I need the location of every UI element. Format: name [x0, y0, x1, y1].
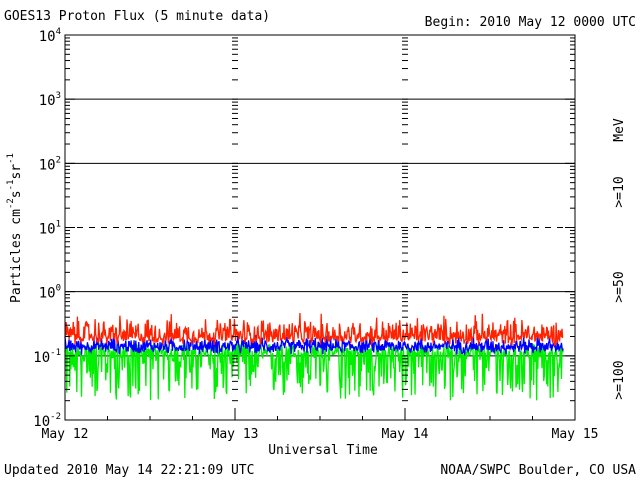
updated-label: Updated 2010 May 14 22:21:09 UTC — [4, 463, 254, 478]
legend: >=10 >=50 >=100 — [612, 176, 627, 399]
y-tick-exponent: -2 — [50, 412, 61, 422]
y-tick-label: 103 — [39, 91, 61, 109]
x-tick-label: May 12 — [42, 427, 89, 442]
x-axis-ticks: May 12 May 13 May 14 May 15 — [42, 412, 599, 442]
begin-label: Begin: 2010 May 12 0000 UTC — [425, 15, 636, 30]
y-tick-base: 10 — [39, 93, 56, 109]
y-tick-label: 100 — [39, 284, 61, 302]
credit-label: NOAA/SWPC Boulder, CO USA — [440, 463, 636, 478]
y-tick-base: 10 — [33, 350, 50, 366]
y-axis-label-base: Particles cm — [9, 209, 24, 303]
y-tick-base: 10 — [39, 157, 56, 173]
series-line — [64, 334, 564, 357]
y-tick-base: 10 — [39, 286, 56, 302]
y-tick-label: 10-1 — [33, 348, 61, 366]
y-tick-base: 10 — [39, 29, 56, 45]
chart-title: GOES13 Proton Flux (5 minute data) — [4, 9, 270, 24]
legend-label: >=50 — [612, 271, 627, 302]
day-dividers — [232, 37, 408, 421]
x-tick-label: May 14 — [382, 427, 429, 442]
y-tick-exponent: 2 — [56, 155, 61, 165]
x-tick-label: May 15 — [552, 427, 599, 442]
y-tick-label: 104 — [39, 27, 61, 45]
y-axis-label-part: s — [9, 190, 24, 198]
series-line — [64, 341, 564, 401]
y-tick-base: 10 — [33, 414, 50, 430]
y-axis-label-part: sr — [9, 164, 24, 180]
y-tick-exponent: -1 — [50, 348, 61, 358]
y-tick-label: 10-2 — [33, 412, 61, 430]
y-axis-label-part: -1 — [6, 180, 16, 191]
y-tick-label: 101 — [39, 220, 61, 238]
unit-label-mev: MeV — [612, 118, 627, 142]
y-tick-label: 102 — [39, 155, 61, 173]
y-axis-label: Particles cm-2s-1sr-1 — [6, 153, 24, 303]
y-tick-exponent: 1 — [56, 220, 61, 230]
series-line — [64, 313, 564, 346]
y-axis-label-part: -2 — [6, 198, 16, 209]
y-tick-exponent: 3 — [56, 91, 61, 101]
y-tick-exponent: 0 — [56, 284, 61, 294]
y-axis-label-part: -1 — [6, 153, 16, 164]
y-tick-exponent: 4 — [56, 27, 61, 37]
series-layer — [64, 313, 564, 401]
reference-lines — [65, 98, 575, 357]
y-tick-base: 10 — [39, 222, 56, 238]
x-tick-label: May 13 — [212, 427, 259, 442]
legend-label: >=10 — [612, 176, 627, 207]
x-axis-label: Universal Time — [268, 443, 378, 458]
legend-label: >=100 — [612, 360, 627, 399]
